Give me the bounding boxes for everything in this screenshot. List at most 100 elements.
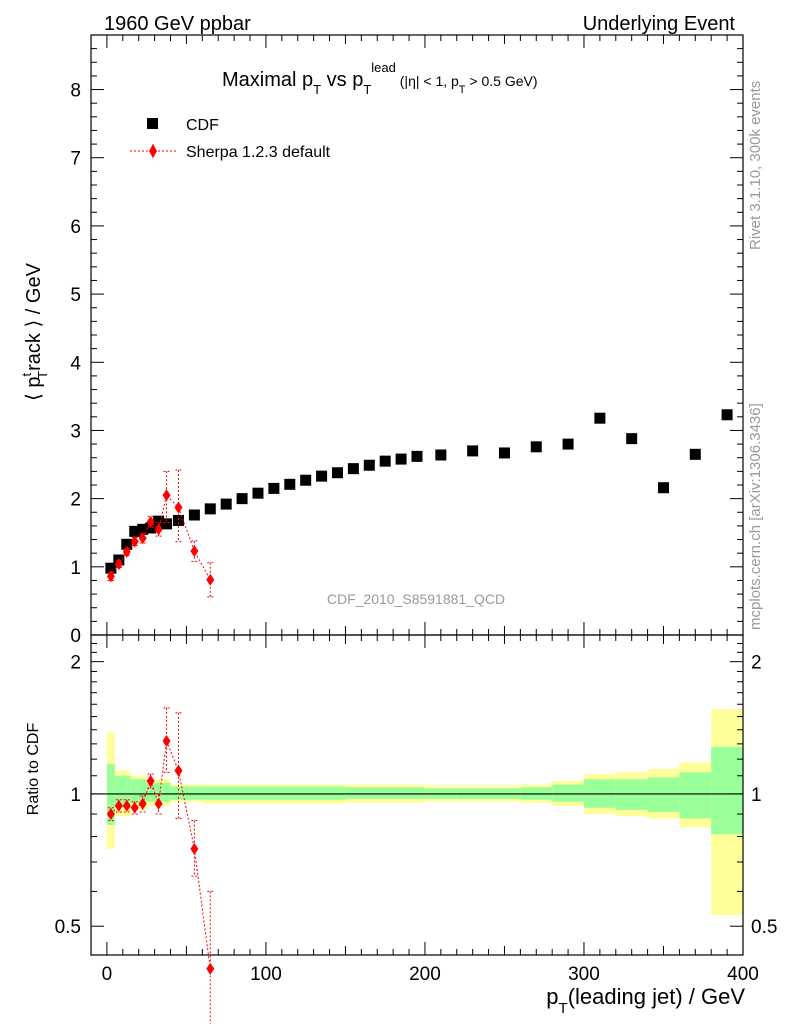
- rivet-label: Rivet 3.1.10, 300k events: [747, 81, 764, 250]
- cdf-point: [395, 453, 407, 465]
- xlabel-rest: (leading jet) / GeV: [568, 984, 746, 1009]
- ratio-y-tick-label: 1: [70, 785, 81, 806]
- title-vs-sub: T: [363, 82, 371, 97]
- sherpa-ratio-point: [106, 808, 115, 821]
- ratio-band-inner: [202, 786, 266, 800]
- cdf-point: [435, 449, 447, 461]
- ratio-band-inner: [146, 782, 171, 802]
- cdf-point: [153, 515, 165, 527]
- y-axis-label: ⟨ ptTrack ⟩ / GeV: [19, 262, 50, 401]
- header-left: 1960 GeV ppbar: [104, 13, 251, 35]
- legend-data-label: CDF: [186, 117, 219, 134]
- sherpa-point: [138, 532, 147, 545]
- ratio-band-inner: [615, 779, 648, 810]
- sherpa-ratio-point: [146, 775, 155, 788]
- cdf-point: [498, 447, 510, 459]
- cdf-point: [626, 433, 638, 445]
- title-cut-end: > 0.5 GeV): [466, 73, 538, 89]
- cdf-point: [379, 455, 391, 467]
- ylabel-rest: rack ⟩ / GeV: [23, 262, 45, 370]
- ratio-band-inner: [711, 746, 743, 835]
- sherpa-point: [190, 545, 199, 558]
- sherpa-point: [114, 558, 123, 571]
- y-tick-label: 8: [70, 81, 81, 102]
- cdf-point: [331, 467, 343, 479]
- cdf-point: [236, 493, 248, 505]
- sherpa-ratio-point: [174, 764, 183, 777]
- x-tick-label: 400: [727, 964, 759, 985]
- legend: CDF Sherpa 1.2.3 default: [130, 117, 331, 161]
- ratio-band-inner: [647, 777, 680, 812]
- y-tick-label: 5: [70, 285, 81, 306]
- x-tick-label: 100: [250, 964, 282, 985]
- cdf-point: [129, 525, 141, 537]
- cdf-point: [137, 523, 149, 535]
- cdf-point: [204, 503, 216, 515]
- ratio-y-tick-label-right: 0.5: [751, 917, 777, 938]
- ratio-band-inner: [679, 772, 712, 819]
- sherpa-ratio-point: [122, 799, 131, 812]
- cdf-point: [467, 445, 479, 457]
- sherpa-point: [162, 489, 171, 502]
- sherpa-point: [206, 573, 215, 586]
- y-tick-label: 7: [70, 149, 81, 170]
- cdf-point: [316, 470, 328, 482]
- y-tick-label: 6: [70, 217, 81, 238]
- sherpa-ratio-point: [138, 797, 147, 810]
- x-tick-label: 300: [568, 964, 600, 985]
- sherpa-ratio-point: [162, 734, 171, 747]
- cdf-point: [268, 482, 280, 494]
- ratio-band-inner: [170, 786, 203, 800]
- cdf-point: [562, 438, 574, 450]
- ylabel-sup: t: [19, 372, 34, 376]
- cdf-point: [220, 498, 232, 510]
- plot-title: Maximal pT vs pTlead (|η| < 1, pT > 0.5 …: [222, 60, 538, 97]
- cdf-point: [300, 474, 312, 486]
- cdf-point: [188, 509, 200, 521]
- x-tick-label: 0: [102, 964, 113, 985]
- cdf-point: [721, 409, 733, 421]
- ratio-axis-label: Ratio to CDF: [25, 723, 42, 816]
- cdf-point: [252, 487, 264, 499]
- ratio-band-inner: [552, 784, 584, 802]
- sherpa-ratio-point: [114, 799, 123, 812]
- ratio-y-tick-label: 2: [70, 653, 81, 674]
- analysis-watermark: CDF_2010_S8591881_QCD: [327, 591, 505, 607]
- main-panel: 0 1 2 3 4 5 6 7 8: [70, 34, 744, 647]
- title-main: Maximal p: [222, 69, 313, 91]
- ratio-y-tick-label-right: 1: [751, 785, 762, 806]
- title-vs-sup: lead: [371, 60, 396, 75]
- cdf-point: [172, 514, 184, 526]
- header-right: Underlying Event: [583, 13, 736, 35]
- title-cut-sub: T: [459, 84, 466, 96]
- legend-mc-label: Sherpa 1.2.3 default: [186, 144, 331, 161]
- sherpa-point: [106, 570, 115, 583]
- cdf-point: [121, 538, 133, 550]
- sherpa-point: [122, 545, 131, 558]
- ratio-frame: [90, 634, 744, 956]
- y-tick-label: 1: [70, 558, 81, 579]
- cdf-point: [411, 450, 423, 462]
- ylabel-sub: T: [35, 371, 50, 379]
- title-cut: (|η| < 1, p: [396, 73, 459, 89]
- x-axis-label: pT(leading jet) / GeV: [546, 984, 745, 1017]
- y-tick-label: 4: [70, 353, 81, 374]
- x-tick-label: 200: [409, 964, 441, 985]
- y-tick-label: 3: [70, 421, 81, 442]
- y-tick-label: 2: [70, 490, 81, 511]
- cdf-point: [284, 478, 296, 490]
- ylabel-main: ⟨ p: [23, 376, 45, 400]
- sherpa-point: [146, 515, 155, 528]
- cdf-point: [594, 412, 606, 424]
- ratio-y-tick-label-right: 2: [751, 653, 762, 674]
- ratio-panel: 0 100 200 300 400 0.5 0.5 1 1 2 2: [55, 634, 777, 1024]
- sherpa-ratio-point: [190, 842, 199, 855]
- cdf-point: [161, 518, 173, 530]
- ratio-band-inner: [345, 787, 425, 799]
- y-tick-label: 0: [70, 626, 81, 647]
- ratio-band-inner: [265, 786, 346, 800]
- sherpa-point: [174, 501, 183, 514]
- sherpa-ratio-point: [130, 801, 139, 814]
- sherpa-ratio-point: [206, 962, 215, 975]
